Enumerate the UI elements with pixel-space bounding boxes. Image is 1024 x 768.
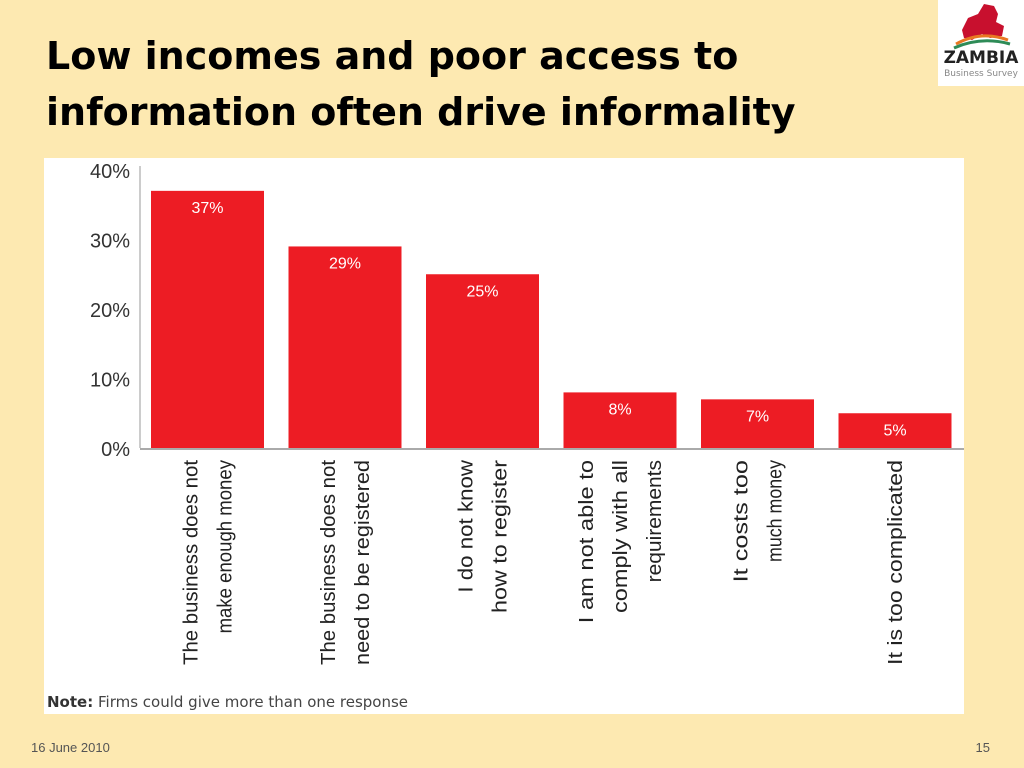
category-label: I do not know: [456, 459, 478, 592]
slide-title: Low incomes and poor access to informati…: [46, 34, 796, 134]
category-label: requirements: [644, 460, 666, 582]
bar-value-label: 8%: [608, 401, 631, 418]
bar-value-label: 25%: [466, 283, 498, 300]
category-label: make enough money: [215, 460, 237, 633]
bar-chart: 0% 10% 20% 30% 40% 37% 29% 25% 8% 7% 5% The busines…: [90, 161, 964, 665]
zambia-map-icon: [953, 4, 1011, 50]
category-label: how to register: [490, 460, 512, 613]
bar: [288, 246, 402, 448]
note-text: Firms could give more than one response: [97, 693, 409, 711]
bar-value-label: 7%: [746, 408, 769, 425]
category-label: The business does not: [181, 460, 203, 665]
logo-word: ZAMBIA: [943, 48, 1019, 68]
y-tick-label: 30%: [90, 231, 130, 253]
footer-page-number: 15: [975, 740, 990, 755]
bar: [838, 413, 952, 448]
bar-value-label: 5%: [883, 422, 906, 439]
note-label: Note:: [47, 693, 94, 711]
category-label: much money: [765, 460, 787, 562]
bar-value-label: 29%: [329, 255, 361, 272]
y-tick-label: 10%: [90, 370, 130, 392]
bar-value-label: 37%: [191, 200, 223, 217]
bar: [701, 399, 814, 448]
category-label: comply with all: [610, 460, 632, 613]
y-tick-label: 20%: [90, 300, 130, 322]
category-label: need to be registered: [352, 460, 374, 665]
y-tick-label: 0%: [101, 439, 130, 461]
category-label: It is too complicated: [885, 460, 907, 665]
chart-panel: 0% 10% 20% 30% 40% 37% 29% 25% 8% 7% 5% The busines…: [44, 158, 964, 714]
chart-note: Note: Firms could give more than one res…: [47, 693, 408, 711]
bar: [151, 190, 264, 448]
footer-date: 16 June 2010: [31, 740, 110, 755]
y-tick-label: 40%: [90, 161, 130, 183]
category-label: The business does not: [318, 460, 340, 665]
bar: [563, 392, 677, 448]
category-label: It costs too: [731, 460, 753, 582]
bar: [426, 274, 539, 448]
logo-subtitle: Business Survey: [944, 69, 1018, 79]
category-label: I am not able to: [576, 460, 598, 623]
zambia-business-survey-logo: ZAMBIA Business Survey: [938, 0, 1024, 86]
